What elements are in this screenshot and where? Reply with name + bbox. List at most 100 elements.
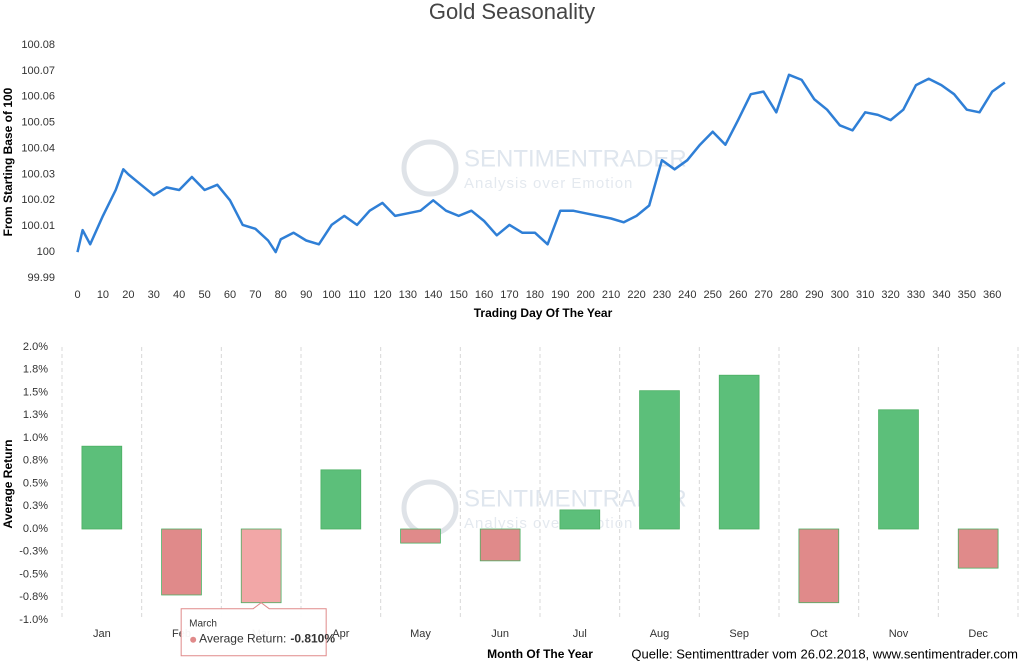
x-tick-label: 180 [526, 289, 544, 301]
watermark-icon [401, 479, 459, 537]
tooltip-box [180, 602, 327, 657]
x-tick-label: Jul [573, 628, 587, 640]
y-tick-label: 2.0% [23, 341, 48, 353]
y-tick-label: 1.8% [23, 364, 48, 376]
x-tick-label: 220 [627, 289, 645, 301]
y-tick-label: 1.5% [23, 386, 48, 398]
y-tick-label: 100.04 [21, 142, 55, 154]
bar [957, 528, 999, 569]
watermark-icon [401, 139, 459, 197]
tooltip: March Average Return: -0.810% [180, 602, 335, 657]
x-tick-label: 350 [958, 289, 976, 301]
y-tick-label: 99.99 [27, 272, 55, 284]
y-tick-label: 100 [37, 246, 55, 258]
x-tick-label: Aug [650, 628, 670, 640]
bar [798, 528, 840, 604]
x-tick-label: 210 [602, 289, 620, 301]
y-tick-label: 0.3% [23, 500, 48, 512]
x-tick-label: 280 [780, 289, 798, 301]
bar [320, 469, 362, 530]
tooltip-text: Average Return: -0.810% [199, 632, 335, 646]
bar [639, 390, 680, 530]
x-tick-label: 90 [300, 289, 312, 301]
x-tick-label: 80 [275, 289, 287, 301]
bar [240, 528, 282, 604]
x-tick-label: 320 [881, 289, 899, 301]
y-tick-label: 0.8% [23, 455, 48, 467]
bar [878, 409, 919, 530]
y-tick-label: 100.01 [21, 220, 55, 232]
x-tick-label: Sep [729, 628, 749, 640]
x-tick-label: 310 [856, 289, 874, 301]
tooltip-dot [190, 636, 197, 643]
tooltip-series: Average Return: [199, 632, 286, 646]
x-tick-label: Dec [968, 628, 988, 640]
bar [81, 445, 123, 530]
x-tick-label: 340 [932, 289, 950, 301]
y-tick-label: -0.3% [19, 546, 48, 558]
y-tick-label: 100.06 [21, 91, 55, 103]
x-tick-label: 60 [224, 289, 236, 301]
x-tick-label: 20 [122, 289, 134, 301]
x-tick-label: 70 [249, 289, 261, 301]
watermark-tagline: Analysis over Emotion [464, 175, 633, 192]
x-tick-label: 240 [678, 289, 696, 301]
tooltip-value: -0.810% [290, 632, 335, 646]
x-tick-label: 40 [173, 289, 185, 301]
line-series [76, 73, 1006, 254]
y-tick-label: 100.08 [21, 39, 55, 51]
x-tick-label: 30 [148, 289, 160, 301]
x-tick-label: 260 [729, 289, 747, 301]
y-tick-label: -1.0% [19, 614, 48, 626]
x-tick-label: 230 [653, 289, 671, 301]
x-tick-label: 100 [322, 289, 340, 301]
y-tick-label: 0.5% [23, 477, 48, 489]
x-tick-label: 250 [704, 289, 722, 301]
bar [559, 509, 601, 530]
x-tick-label: Jun [491, 628, 509, 640]
bar [479, 528, 521, 562]
x-tick-label: May [410, 628, 431, 640]
x-tick-label: 190 [551, 289, 569, 301]
x-tick-label: Jan [93, 628, 111, 640]
y-tick-label: 0.0% [23, 523, 48, 535]
y-tick-label: 100.05 [21, 117, 55, 129]
y-tick-label: 1.3% [23, 409, 48, 421]
bar [718, 374, 760, 530]
y-tick-label: 100.07 [21, 65, 55, 77]
y-tick-label: 100.03 [21, 168, 55, 180]
x-tick-label: 160 [475, 289, 493, 301]
bar [161, 528, 202, 596]
y-axis-label: From Starting Base of 100 [1, 87, 15, 236]
chart-title: Gold Seasonality [429, 0, 595, 24]
x-tick-label: 200 [577, 289, 595, 301]
y-tick-label: -0.5% [19, 568, 48, 580]
y-axis-label: Average Return [1, 440, 15, 529]
x-tick-label: 170 [500, 289, 518, 301]
y-tick-label: 100.02 [21, 194, 55, 206]
x-tick-label: 150 [449, 289, 467, 301]
tooltip-title: March [189, 618, 217, 629]
x-tick-label: 330 [907, 289, 925, 301]
watermark-name: SENTIMENTRADER [464, 145, 687, 172]
x-tick-label: Apr [332, 628, 349, 640]
x-tick-label: 50 [198, 289, 210, 301]
bar [400, 528, 441, 544]
y-tick-label: -0.8% [19, 591, 48, 603]
x-tick-label: Oct [810, 628, 827, 640]
x-tick-label: 0 [74, 289, 80, 301]
x-axis-label: Month Of The Year [487, 647, 593, 661]
x-tick-label: Nov [889, 628, 909, 640]
x-tick-label: 120 [373, 289, 391, 301]
x-tick-label: 130 [399, 289, 417, 301]
y-tick-label: 1.0% [23, 432, 48, 444]
x-tick-label: 140 [424, 289, 442, 301]
x-axis-label: Trading Day Of The Year [474, 306, 613, 320]
x-tick-label: 290 [805, 289, 823, 301]
x-tick-label: 10 [97, 289, 109, 301]
x-tick-label: 360 [983, 289, 1001, 301]
x-tick-label: 270 [754, 289, 772, 301]
x-tick-label: 300 [831, 289, 849, 301]
source: Quelle: Sentimenttrader vom 26.02.2018, … [631, 646, 1018, 661]
